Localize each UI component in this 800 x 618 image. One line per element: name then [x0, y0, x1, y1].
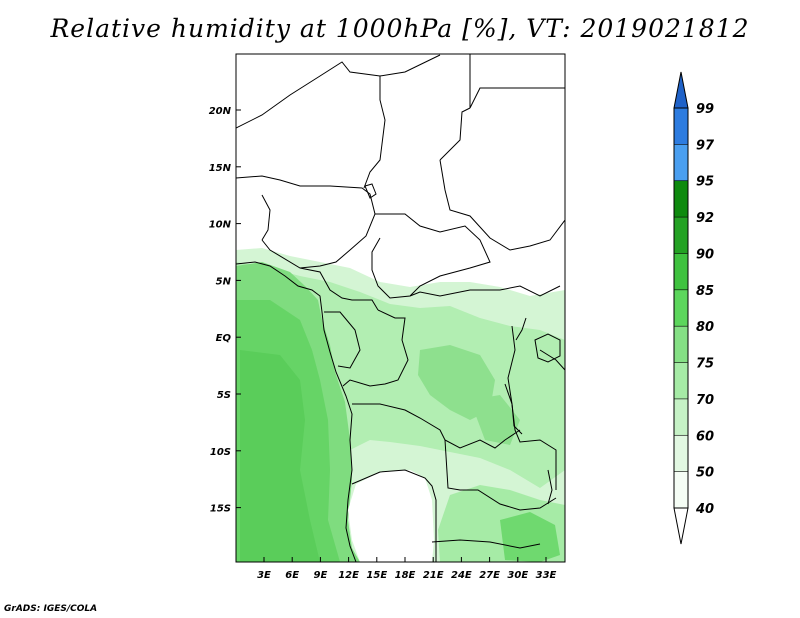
lat-tick-label: EQ [216, 333, 232, 344]
lat-tick-label: 15N [209, 163, 232, 174]
lon-tick-label: 3E [257, 570, 271, 581]
lat-tick-label: 5S [217, 390, 231, 401]
colorbar-label: 50 [696, 466, 714, 481]
lat-tick-label: 10N [209, 220, 232, 231]
colorbar-segment [674, 398, 688, 436]
colorbar-label: 60 [696, 429, 714, 444]
colorbar-label: 75 [696, 357, 714, 372]
map-frame [235, 53, 566, 563]
map-title: Relative humidity at 1000hPa [%], VT: 20… [50, 14, 750, 43]
lon-tick-label: 24E [451, 570, 472, 581]
colorbar-extend-top [673, 71, 689, 109]
dry-region-southwest [348, 470, 434, 562]
colorbar-segment [674, 253, 688, 290]
colorbar-label: 97 [696, 138, 715, 153]
colorbar-label: 40 [695, 502, 714, 517]
border-tanzania [539, 349, 565, 371]
humidity-patch-east [470, 395, 520, 445]
colorbar-label: 85 [696, 284, 714, 299]
border-cameroon [299, 267, 379, 311]
lat-tick-label: 15S [210, 504, 231, 515]
colorbar-segment [674, 471, 688, 508]
lon-tick-label: 12E [338, 570, 359, 581]
border-namibia [351, 469, 437, 562]
lon-tick-label: 30E [507, 570, 528, 581]
lon-tick-label: 21E [423, 570, 444, 581]
border-gabon [324, 311, 361, 369]
lon-tick-label: 18E [395, 570, 416, 581]
colorbar-segment [674, 362, 688, 399]
border-nigeria-benin [261, 194, 271, 241]
lon-tick-label: 27E [479, 570, 500, 581]
lake-albert [515, 317, 527, 341]
lon-tick-label: 33E [536, 570, 557, 581]
lake-chad [364, 183, 377, 199]
border-chad-sudan [439, 107, 471, 161]
colorbar-segment [674, 435, 688, 472]
lake-tanganyika [504, 383, 523, 435]
credit-label: GrADS: IGES/COLA [4, 604, 98, 614]
lat-tick-label: 20N [209, 106, 232, 117]
lake-victoria [534, 333, 561, 363]
colorbar-segment [674, 108, 688, 145]
lon-tick-label: 9E [314, 570, 328, 581]
lon-tick-label: 15E [366, 570, 387, 581]
colorbar-label: 70 [696, 393, 714, 408]
border-chad-car [371, 213, 491, 299]
colorbar: 99 97 95 92 90 85 80 75 70 60 50 40 [673, 71, 715, 545]
colorbar-label: 95 [696, 175, 714, 190]
lake-malawi [547, 469, 553, 505]
colorbar-label: 90 [696, 247, 714, 262]
border-zambia [444, 439, 557, 511]
border-congo [342, 309, 409, 387]
lon-tick-label: 6E [285, 570, 299, 581]
colorbar-extend-bottom [673, 507, 689, 545]
colorbar-segment [674, 217, 688, 254]
humidity-patch-southeast [500, 512, 560, 562]
colorbar-segment [674, 144, 688, 181]
humidity-ocean-core2 [240, 350, 320, 562]
lat-tick-label: 10S [210, 447, 231, 458]
border-algeria-niger [236, 54, 441, 129]
lakes [364, 183, 561, 505]
border-sudan [439, 159, 565, 251]
colorbar-label: 80 [696, 320, 714, 335]
border-libya-egypt [469, 54, 565, 109]
border-car-drc [409, 285, 561, 297]
border-zimbabwe [431, 539, 541, 549]
colorbar-segment [674, 289, 688, 327]
latitude-axis: 20N 15N 10N 5N EQ 5S 10S 15S [209, 106, 241, 515]
colorbar-segment [674, 326, 688, 363]
lat-tick-label: 5N [216, 276, 232, 287]
border-libya-chad [363, 76, 386, 189]
colorbar-label: 99 [696, 102, 714, 117]
humidity-field [236, 248, 565, 562]
colorbar-label: 92 [696, 211, 714, 226]
country-borders [236, 54, 565, 562]
colorbar-segment [674, 180, 688, 218]
coastline-west [236, 261, 357, 562]
border-drc-east [507, 325, 557, 490]
longitude-axis: 3E 6E 9E 12E 15E 18E 21E 24E 27E 30E 33E [257, 557, 557, 581]
